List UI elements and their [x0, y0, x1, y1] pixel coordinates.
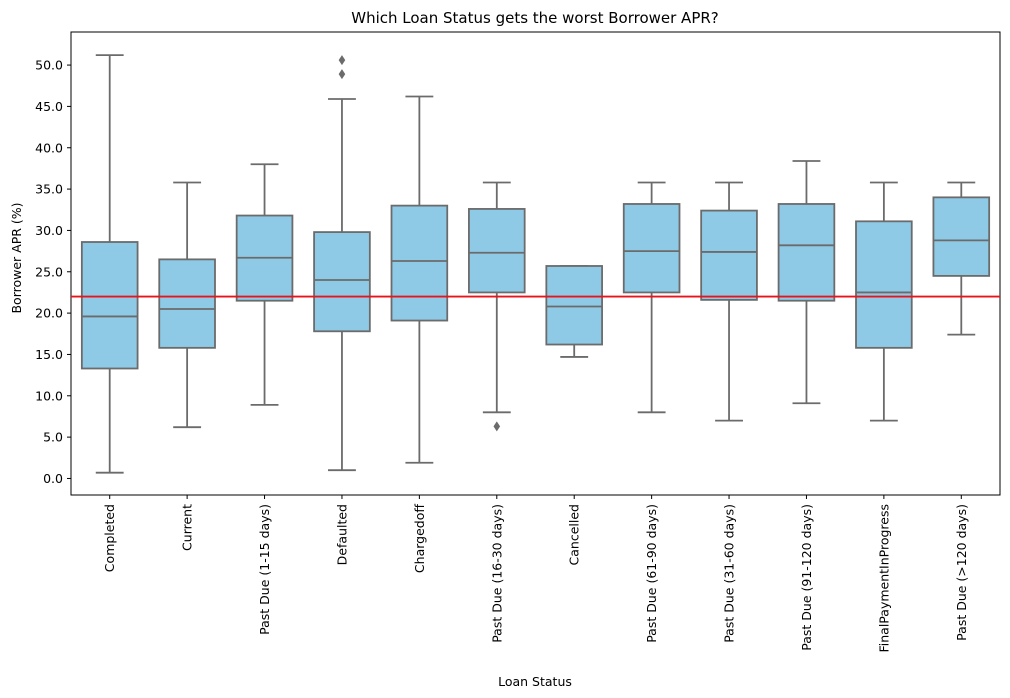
- box: [700, 209, 758, 301]
- box: [777, 203, 836, 302]
- y-tick-label: 10.0: [35, 388, 63, 403]
- y-axis-label: Borrower APR (%): [9, 202, 24, 313]
- box-group-12: [932, 181, 991, 336]
- box: [545, 265, 603, 346]
- y-tick-label: 25.0: [35, 264, 63, 279]
- x-tick-label: Past Due (91-120 days): [799, 504, 814, 651]
- box-group-7: [545, 265, 603, 358]
- box: [932, 196, 991, 277]
- x-axis-label: Loan Status: [498, 674, 572, 689]
- box-group-10: [777, 160, 836, 405]
- x-tick-label: Past Due (31-60 days): [722, 504, 737, 643]
- box-group-11: [855, 181, 913, 422]
- x-tick-label: Past Due (>120 days): [954, 504, 969, 641]
- x-tick-label: FinalPaymentInProgress: [876, 504, 891, 653]
- y-tick-label: 15.0: [35, 347, 63, 362]
- box: [855, 220, 913, 349]
- box-group-4: [313, 55, 371, 472]
- outlier-point: [493, 421, 501, 432]
- box-group-5: [390, 95, 449, 464]
- box-group-1: [80, 54, 139, 474]
- box: [468, 208, 526, 294]
- box-group-9: [700, 181, 758, 422]
- box-group-8: [622, 181, 681, 414]
- x-tick-label: Defaulted: [334, 504, 349, 565]
- y-tick-label: 30.0: [35, 223, 63, 238]
- x-tick-label: Completed: [102, 504, 117, 572]
- y-tick-label: 50.0: [35, 58, 63, 73]
- box: [80, 241, 139, 370]
- y-tick-label: 35.0: [35, 182, 63, 197]
- y-tick-label: 5.0: [43, 430, 63, 445]
- chart-title: Which Loan Status gets the worst Borrowe…: [351, 9, 719, 27]
- box: [390, 204, 449, 322]
- plot-area: 0.0 5.0 10.0 15.0 20.0 25.0 30.0 35.0 40.0 45.0 50…: [35, 31, 1001, 653]
- y-tick-label: 20.0: [35, 306, 63, 321]
- box-group-6: [468, 181, 526, 432]
- box: [158, 258, 216, 349]
- outlier-point: [338, 69, 346, 80]
- y-tick-label: 40.0: [35, 140, 63, 155]
- outlier-point: [338, 55, 346, 66]
- plot-frame: [70, 31, 1001, 496]
- x-tick-label: Chargedoff: [412, 504, 427, 573]
- x-tick-label: Past Due (1-15 days): [257, 504, 272, 635]
- box-group-2: [158, 181, 216, 429]
- x-tick-label: Cancelled: [567, 504, 582, 565]
- box: [622, 203, 681, 294]
- y-tick-label: 45.0: [35, 99, 63, 114]
- x-tick-label: Past Due (16-30 days): [489, 504, 504, 643]
- box: [313, 231, 371, 333]
- box-group-3: [235, 163, 294, 406]
- y-tick-label: 0.0: [43, 471, 63, 486]
- x-tick-label: Current: [180, 504, 195, 551]
- x-tick-label: Past Due (61-90 days): [644, 504, 659, 643]
